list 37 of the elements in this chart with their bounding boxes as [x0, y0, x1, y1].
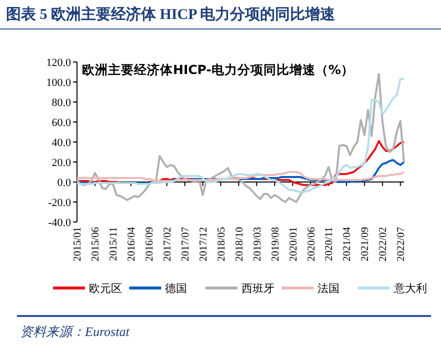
- x-tick-label: 2018/05: [216, 227, 228, 262]
- line-series: [76, 171, 405, 182]
- x-tick-label: 2019/08: [270, 227, 282, 262]
- x-tick-label: 2020/01: [288, 227, 300, 262]
- x-tick-label: 2019/03: [252, 227, 264, 262]
- x-tick-label: 2016/04: [126, 226, 138, 262]
- y-tick-label: 120.0: [46, 56, 72, 69]
- x-tick-label: 2015/01: [72, 227, 84, 262]
- x-tick-label: 2015/11: [108, 227, 120, 262]
- x-tick-label: 2016/09: [144, 227, 156, 262]
- legend-label: 德国: [165, 282, 188, 295]
- x-tick-label: 2015/06: [90, 227, 102, 262]
- x-tick-label: 2022/02: [378, 227, 390, 262]
- y-tick-label: 40.0: [52, 136, 72, 149]
- legend-label: 意大利: [392, 282, 427, 295]
- x-tick-label: 2020/06: [306, 227, 318, 262]
- chart-subtitle: 欧洲主要经济体HICP-电力分项同比增速（%）: [82, 62, 354, 77]
- y-tick-label: 100.0: [46, 76, 72, 89]
- legend-label: 法国: [318, 282, 340, 295]
- y-tick-label: 60.0: [52, 116, 72, 129]
- x-tick-label: 2020/11: [324, 227, 336, 262]
- x-tick-label: 2022/07: [396, 227, 408, 262]
- y-tick-label: -20.0: [48, 196, 72, 209]
- x-tick-label: 2017/02: [162, 227, 174, 262]
- text: 资料来源：Eurostat: [20, 324, 130, 339]
- y-tick-label: 80.0: [52, 96, 72, 109]
- chart-title: 图表 5 欧洲主要经济体 HICP 电力分项的同比增速: [6, 5, 336, 23]
- y-tick-label: -40.0: [48, 216, 72, 229]
- x-tick-label: 2017/07: [180, 227, 192, 262]
- y-tick-label: 20.0: [52, 156, 72, 169]
- x-tick-label: 2021/04: [342, 226, 354, 262]
- x-tick-label: 2017/12: [198, 227, 210, 262]
- legend-label: 西班牙: [241, 282, 274, 295]
- y-tick-label: 0.0: [57, 176, 72, 189]
- legend-label: 欧元区: [89, 282, 122, 295]
- x-tick-label: 2021/09: [360, 227, 372, 262]
- x-tick-label: 2018/10: [234, 227, 246, 262]
